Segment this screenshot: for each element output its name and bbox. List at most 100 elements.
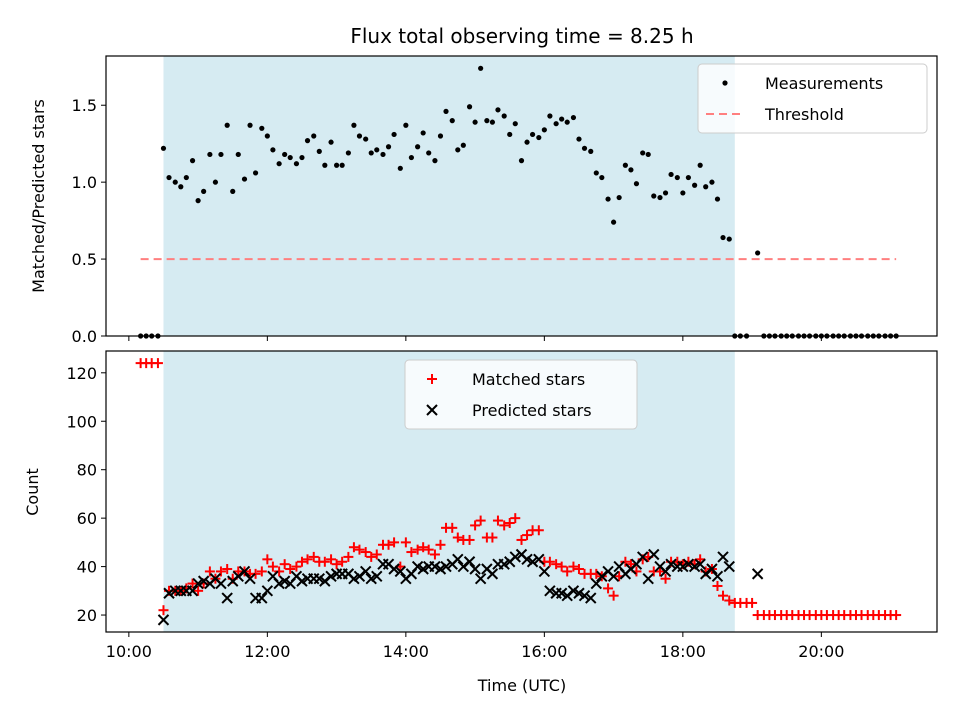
count-y-tick-label: 20 — [77, 606, 97, 625]
matched-stars-point — [516, 534, 527, 545]
measurement-point — [685, 174, 691, 181]
predicted-stars-point — [538, 565, 551, 578]
measurement-point — [299, 154, 305, 161]
measurement-point — [616, 194, 622, 201]
x-tick-label: 10:00 — [106, 642, 152, 661]
predicted-stars-point — [186, 585, 199, 597]
predicted-stars-point — [388, 563, 400, 575]
measurement-point — [651, 193, 657, 199]
matched-stars-point — [215, 566, 226, 577]
matched-stars-point — [331, 559, 342, 570]
x-tick-label: 18:00 — [660, 642, 706, 661]
ratio-legend — [697, 63, 928, 134]
matched-stars-point — [625, 559, 636, 570]
matched-stars-point — [447, 522, 458, 533]
count-y-tick-label: 40 — [77, 558, 97, 577]
measurement-point — [230, 188, 236, 194]
matched-stars-point — [366, 551, 377, 562]
ratio-panel: 0.0 0.5 1.0 1.5 Measurements Threshold — [72, 55, 938, 346]
measurement-point — [391, 131, 397, 138]
matched-stars-point — [279, 559, 290, 570]
measurement-point — [322, 162, 328, 168]
matched-stars-point — [158, 605, 169, 616]
measurement-point — [536, 134, 542, 141]
matched-stars-point — [655, 566, 665, 577]
measurement-point — [547, 113, 553, 119]
predicted-stars-point — [452, 553, 464, 566]
matched-stars-point — [371, 549, 382, 560]
matched-stars-point — [747, 597, 758, 608]
measurement-point — [559, 116, 565, 122]
time-x-axis-label: Time (UTC) — [477, 676, 566, 695]
predicted-stars-point — [590, 577, 602, 590]
matched-stars-point — [418, 542, 429, 553]
measurement-point — [697, 162, 703, 168]
matched-stars-point — [152, 358, 163, 369]
matched-stars-point — [608, 590, 619, 601]
predicted-stars-point — [711, 570, 724, 582]
count-axes-frame — [105, 350, 938, 633]
matched-stars-point — [470, 520, 481, 531]
predicted-stars-point — [578, 589, 591, 602]
measurement-point — [247, 122, 253, 128]
measurement-point — [172, 179, 178, 185]
predicted-stars-point — [717, 551, 729, 563]
measurement-point — [472, 119, 478, 125]
measurement-point — [726, 236, 732, 242]
matched-stars-point — [492, 515, 503, 526]
measurement-point — [622, 162, 628, 168]
legend-measurements-marker — [722, 80, 728, 86]
predicted-stars-point — [642, 572, 654, 585]
measurement-point — [408, 154, 414, 161]
predicted-stars-point — [474, 572, 487, 585]
matched-stars-point — [319, 556, 330, 567]
measurement-point — [356, 133, 363, 139]
predicted-stars-point — [544, 585, 556, 597]
measurement-point — [426, 150, 432, 156]
count-panel: 10:00 12:00 14:00 16:00 18:00 20:00 20 40 60 80 10… — [66, 350, 938, 661]
predicted-stars-point — [359, 565, 372, 578]
matched-stars-point — [695, 554, 706, 565]
measurement-point — [529, 131, 536, 138]
matched-stars-point — [499, 520, 510, 531]
predicted-stars-point — [486, 568, 499, 580]
measurement-point — [460, 142, 466, 148]
matched-stars-point — [274, 566, 285, 577]
matched-stars-point — [435, 539, 446, 550]
measurement-point — [484, 118, 490, 124]
matched-stars-point — [429, 549, 440, 560]
predicted-stars-point — [648, 548, 660, 561]
measurement-point — [524, 139, 530, 145]
matched-stars-point — [343, 551, 354, 562]
predicted-stars-point — [636, 551, 649, 563]
matched-stars-point — [193, 585, 204, 596]
ratio-observing-window — [163, 56, 735, 336]
measurement-point — [588, 148, 594, 154]
measurement-point — [478, 65, 484, 71]
measurement-point — [252, 170, 259, 176]
matched-stars-point — [510, 513, 521, 524]
predicted-stars-point — [723, 560, 735, 573]
measurement-point — [351, 122, 357, 128]
measurement-point — [662, 190, 669, 196]
measurement-point — [328, 139, 334, 145]
matched-stars-point — [423, 544, 434, 555]
predicted-stars-point — [665, 558, 677, 570]
measurement-point — [570, 114, 577, 121]
predicted-stars-point — [659, 565, 672, 578]
matched-stars-point — [360, 547, 371, 558]
matched-stars-point — [620, 556, 631, 567]
predicted-stars-point — [509, 551, 521, 563]
measurement-point — [449, 118, 455, 124]
ratio-y-tick-label: 0.5 — [72, 250, 97, 269]
matched-stars-point — [291, 561, 302, 572]
measurement-point — [218, 151, 224, 158]
measurement-point — [293, 161, 300, 167]
predicted-stars-point — [157, 614, 170, 626]
predicted-stars-point — [256, 592, 268, 604]
measurement-point — [455, 147, 461, 153]
measurement-point — [287, 154, 293, 161]
measurement-point — [334, 162, 340, 168]
measurement-point — [657, 194, 663, 201]
